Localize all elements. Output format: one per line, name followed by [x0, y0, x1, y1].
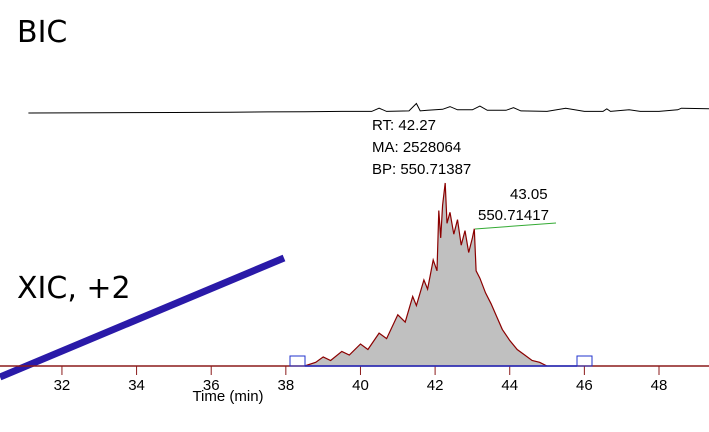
x-tick-label: 42: [427, 377, 444, 394]
peak-end-marker: [576, 355, 593, 367]
x-tick-label: 40: [352, 377, 369, 394]
bic-trace: [28, 102, 709, 114]
x-tick-label: 34: [128, 377, 145, 394]
annotation: BP: 550.71387: [372, 161, 471, 178]
x-axis-label: Time (min): [192, 388, 263, 405]
pointer-line: [0, 254, 286, 381]
x-tick-label: 32: [54, 377, 71, 394]
x-tick-label: 48: [651, 377, 668, 394]
x-tick-label: 38: [277, 377, 294, 394]
xic-area: [304, 183, 547, 366]
plot: 32 34 36 38 40 42 44 46 48: [0, 102, 709, 394]
annotation: RT: 42.27: [372, 117, 436, 134]
xic-trace: [304, 182, 548, 367]
annotation: 43.05: [510, 186, 548, 203]
leader-line: [474, 222, 557, 230]
x-tick-label: 36: [203, 377, 220, 394]
annotation: 550.71417: [478, 207, 549, 224]
bic-title: BIC: [17, 15, 67, 50]
x-tick-label: 46: [576, 377, 593, 394]
xic-title: XIC, +2: [17, 271, 131, 306]
peak-start-marker: [289, 355, 306, 367]
x-tick-label: 44: [501, 377, 518, 394]
annotation: MA: 2528064: [372, 139, 461, 156]
